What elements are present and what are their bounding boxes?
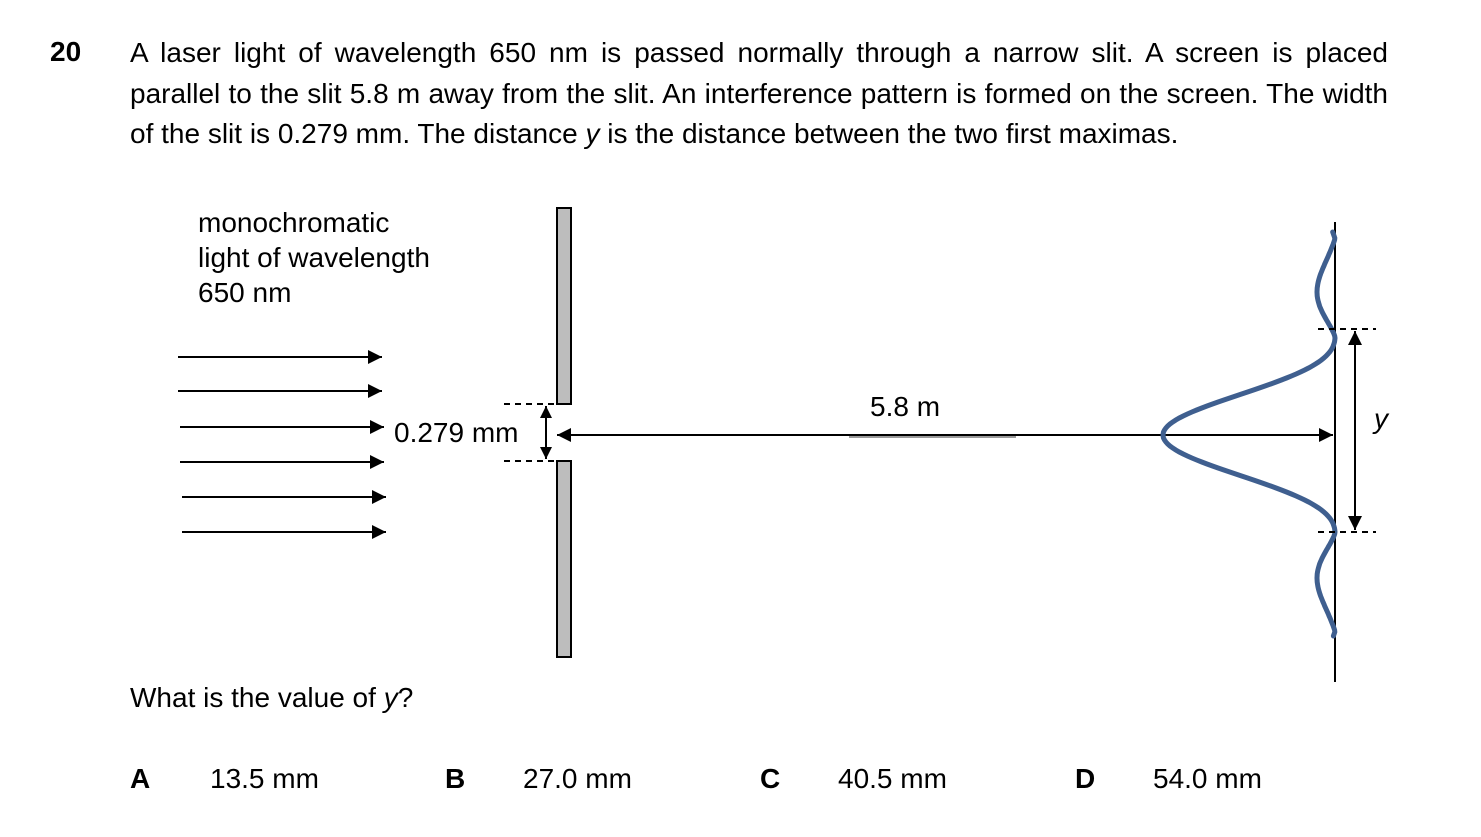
barrier-lower [556, 460, 572, 658]
distance-label: 5.8 m [870, 391, 940, 422]
option-a-value[interactable]: 13.5 mm [210, 763, 319, 794]
diffraction-pattern-curve [1160, 229, 1338, 639]
prompt-variable-y: y [383, 682, 398, 713]
stem-variable-y: y [585, 118, 600, 149]
option-d-letter[interactable]: D [1075, 763, 1096, 794]
y-dimension [1318, 328, 1376, 533]
option-d-value[interactable]: 54.0 mm [1153, 763, 1262, 794]
option-c-letter[interactable]: C [760, 763, 781, 794]
option-c-value[interactable]: 40.5 mm [838, 763, 947, 794]
question-number: 20 [50, 36, 82, 67]
question-prompt: What is the value of y? [130, 682, 413, 714]
slit-width-label: 0.279 mm [394, 417, 519, 448]
option-b-letter[interactable]: B [445, 763, 466, 794]
slit-width-dimension [504, 403, 556, 462]
stem-text-part1: A laser light of wavelength 650 nm is pa… [130, 37, 1388, 149]
light-label-line2: light of wavelength [198, 242, 430, 273]
question-stem: A laser light of wavelength 650 nm is pa… [130, 33, 1388, 155]
option-b-value[interactable]: 27.0 mm [523, 763, 632, 794]
prompt-text-part2: ? [397, 682, 414, 713]
light-label-line3: 650 nm [198, 277, 291, 308]
stem-text-part2: is the distance between the two first ma… [599, 118, 1179, 149]
option-a-letter[interactable]: A [130, 763, 151, 794]
prompt-text-part1: What is the value of [130, 682, 384, 713]
y-label: y [1372, 403, 1390, 434]
light-label-line1: monochromatic [198, 207, 389, 238]
incident-light-rays [178, 350, 386, 539]
barrier-upper [556, 207, 572, 405]
